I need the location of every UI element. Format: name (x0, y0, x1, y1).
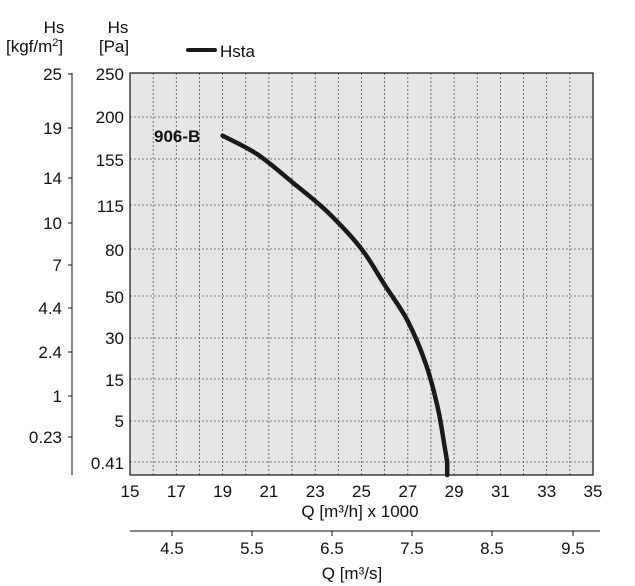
x2-axis-ticks: 4.5 5.5 6.5 7.5 8.5 9.5 (160, 531, 585, 558)
pa-tick-label: 30 (105, 329, 124, 348)
x-tick-label: 15 (121, 482, 140, 501)
pa-tick-label: 115 (97, 197, 124, 216)
x2-tick-label: 4.5 (160, 539, 184, 558)
kgf-tick-label: 10 (43, 214, 62, 233)
kgf-axis-ticks: 25 19 14 10 7 4.4 2.4 1 0.23 (29, 65, 72, 447)
x-tick-label: 29 (445, 482, 464, 501)
x2-tick-label: 5.5 (240, 539, 264, 558)
pa-axis-unit-line1: Hs (108, 18, 129, 37)
kgf-axis-unit-line1: Hs (44, 18, 65, 37)
curve-label: 906-B (154, 127, 200, 146)
kgf-tick-label: 1 (53, 387, 62, 406)
pa-tick-label: 200 (96, 108, 124, 127)
x2-tick-label: 8.5 (480, 539, 504, 558)
x2-tick-label: 6.5 (320, 539, 344, 558)
pa-tick-label: 5 (115, 412, 124, 431)
kgf-tick-label: 0.23 (29, 428, 62, 447)
x-axis-ticks: 15 17 19 21 23 25 27 29 31 33 35 (121, 482, 603, 501)
legend-label: Hsta (220, 42, 256, 61)
x2-tick-label: 7.5 (400, 539, 424, 558)
pa-tick-label: 250 (96, 65, 124, 84)
pa-tick-label: 0.41 (91, 454, 124, 473)
kgf-tick-label: 7 (53, 256, 62, 275)
pa-tick-label: 15 (105, 371, 124, 390)
x-axis-title: Q [m³/h] x 1000 (301, 502, 418, 521)
x-tick-label: 31 (491, 482, 510, 501)
kgf-axis-unit-line2: [kgf/m2] (6, 37, 63, 56)
kgf-tick-label: 14 (43, 169, 62, 188)
x-tick-label: 17 (167, 482, 186, 501)
pa-axis-unit-line2: [Pa] (99, 37, 129, 56)
x-tick-label: 19 (213, 482, 232, 501)
plot-frame (129, 72, 594, 476)
x-tick-label: 35 (584, 482, 603, 501)
kgf-tick-label: 2.4 (38, 343, 62, 362)
series-line-hsta (220, 133, 450, 478)
x-tick-label: 25 (352, 482, 371, 501)
pa-tick-label: 155 (96, 151, 124, 170)
x-tick-label: 21 (259, 482, 278, 501)
kgf-tick-label: 4.4 (38, 299, 62, 318)
kgf-tick-label: 19 (43, 119, 62, 138)
grid (130, 73, 593, 475)
x2-tick-label: 9.5 (561, 539, 585, 558)
x2-axis-title: Q [m³/s] (322, 564, 382, 583)
pa-tick-label: 80 (105, 241, 124, 260)
x-tick-label: 23 (306, 482, 325, 501)
kgf-tick-label: 25 (43, 65, 62, 84)
pa-tick-label: 50 (105, 288, 124, 307)
x-tick-label: 33 (537, 482, 556, 501)
x-tick-label: 27 (398, 482, 417, 501)
